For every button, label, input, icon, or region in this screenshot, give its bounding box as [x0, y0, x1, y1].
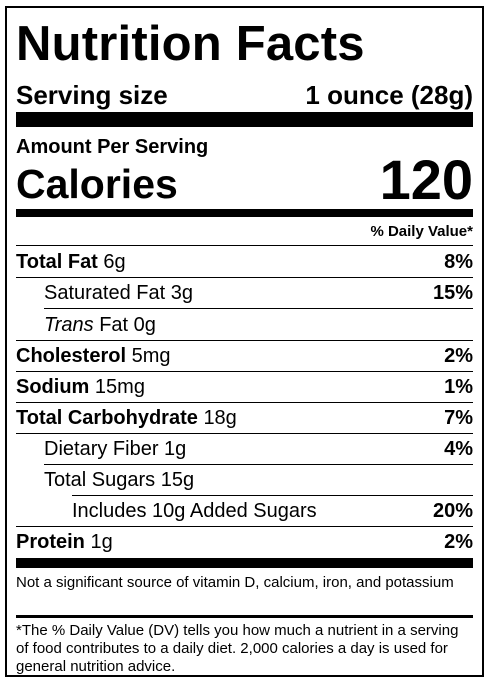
nutrient-amount: 18g [203, 407, 237, 429]
thick-divider-bottom [16, 558, 473, 568]
nutrient-dv: 1% [444, 376, 473, 398]
row-divider [16, 245, 473, 246]
nutrient-row-sodium: Sodium 15mg 1% [16, 373, 473, 401]
row-divider [16, 277, 473, 278]
nutrient-dv: 2% [444, 345, 473, 367]
nutrient-amount: 0g [133, 314, 156, 336]
nutrient-row-added-sugars: Includes 10g Added Sugars 20% [72, 497, 473, 525]
nutrient-row-saturated-fat: Saturated Fat 3g 15% [44, 279, 473, 307]
nutrient-name: Total Fat [16, 251, 98, 273]
nutrient-dv: 20% [432, 500, 473, 522]
nutrient-amount: 5mg [131, 345, 171, 367]
serving-size-value: 1 ounce (28g) [305, 80, 473, 110]
row-divider [16, 526, 473, 527]
serving-size-row: Serving size 1 ounce (28g) [16, 80, 473, 110]
nutrient-dv: 8% [444, 251, 473, 273]
row-divider [16, 371, 473, 372]
thick-divider [16, 112, 473, 127]
row-divider [16, 433, 473, 434]
row-divider [44, 464, 473, 465]
nutrient-name: Cholesterol [16, 345, 127, 367]
nutrition-facts-label: Nutrition Facts Serving size 1 ounce (28… [5, 6, 484, 677]
label-content: Nutrition Facts Serving size 1 ounce (28… [16, 8, 473, 675]
footnote-dv-text: The % Daily Value (DV) tells you how muc… [16, 622, 459, 675]
nutrient-name: Fat [99, 314, 129, 336]
row-divider [72, 495, 473, 496]
nutrient-row-cholesterol: Cholesterol 5mg 2% [16, 342, 473, 370]
footnote-asterisk: * [16, 622, 22, 639]
nutrient-row-trans-fat: Trans Fat 0g [44, 311, 473, 339]
nutrient-name: Total Sugars [44, 469, 156, 491]
nutrient-dv: 4% [444, 438, 473, 460]
nutrient-name: Protein [16, 531, 85, 553]
nutrient-amount: 1g [90, 531, 113, 553]
nutrient-name: Saturated Fat [44, 282, 166, 304]
nutrient-name: Dietary Fiber [44, 438, 159, 460]
calories-value: 120 [379, 148, 473, 211]
nutrient-row-dietary-fiber: Dietary Fiber 1g 4% [44, 435, 473, 463]
daily-value-header: % Daily Value* [370, 223, 473, 240]
nutrient-amount: 6g [103, 251, 126, 273]
footnote-divider [16, 615, 473, 618]
amount-per-serving: Amount Per Serving [16, 136, 209, 158]
serving-size-label: Serving size [16, 80, 168, 110]
nutrient-dv: 15% [432, 282, 473, 304]
nutrient-row-total-carbohydrate: Total Carbohydrate 18g 7% [16, 404, 473, 432]
row-divider [44, 308, 473, 309]
nutrient-amount: 1g [164, 438, 187, 460]
nutrient-row-protein: Protein 1g 2% [16, 528, 473, 556]
row-divider [16, 402, 473, 403]
nutrient-name: Total Carbohydrate [16, 407, 198, 429]
medium-divider [16, 209, 473, 217]
nutrient-name-italic: Trans [44, 314, 94, 336]
nutrient-amount: 15mg [94, 376, 145, 398]
nutrient-amount: 15g [160, 469, 195, 491]
label-title: Nutrition Facts [16, 17, 365, 71]
nutrient-name: Includes 10g Added Sugars [72, 500, 317, 522]
nutrient-dv: 2% [444, 531, 473, 553]
nutrient-name: Sodium [16, 376, 90, 398]
nutrient-dv: 7% [444, 407, 473, 429]
row-divider [16, 340, 473, 341]
nutrient-amount: 3g [170, 282, 193, 304]
calories-row: Calories 120 [16, 152, 473, 208]
nutrient-row-total-sugars: Total Sugars 15g [44, 466, 473, 494]
nutrient-row-total-fat: Total Fat 6g 8% [16, 248, 473, 276]
footnote-vitamins: Not a significant source of vitamin D, c… [16, 574, 454, 591]
calories-label: Calories [16, 161, 178, 207]
footnote-daily-value: *The % Daily Value (DV) tells you how mu… [16, 622, 473, 676]
